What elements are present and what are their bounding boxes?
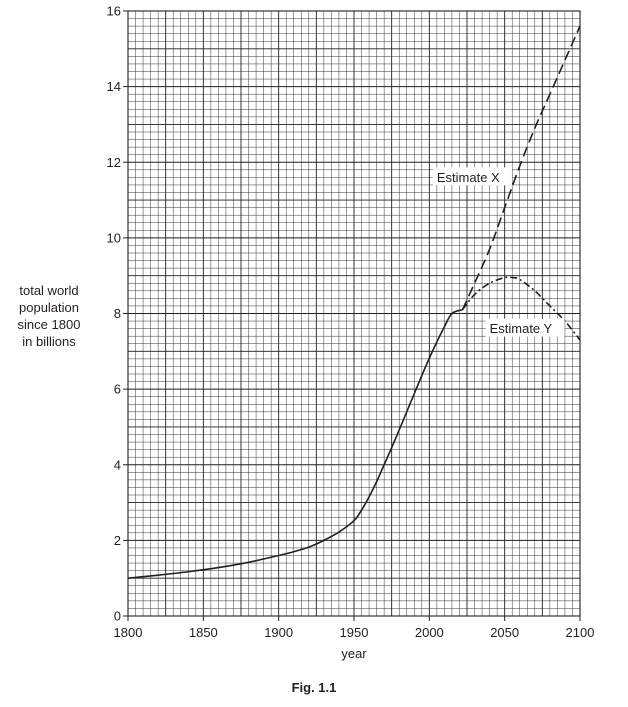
- annotation-label: Estimate Y: [490, 321, 553, 336]
- x-tick-label: 1950: [340, 625, 369, 640]
- y-tick-label: 12: [107, 155, 121, 170]
- annotation-label: Estimate X: [437, 170, 500, 185]
- annotation-background: [432, 167, 512, 186]
- x-tick-label: 2100: [566, 625, 595, 640]
- grid: [127, 10, 581, 617]
- y-tick-label: 6: [114, 382, 121, 397]
- series-line-estimate-y: [461, 276, 581, 341]
- y-axis-label-line: total world: [19, 283, 79, 298]
- x-tick-label: 1850: [189, 625, 218, 640]
- x-tick-label: 1800: [114, 625, 143, 640]
- series: [127, 25, 581, 579]
- axes: 0 2 4 6 8 10 12 14 16 1800 1850 1900 1950 2000 2050 210…: [107, 4, 595, 662]
- y-axis-label-line: population: [19, 300, 79, 315]
- y-tick-label: 0: [114, 609, 121, 624]
- y-tick-label: 2: [114, 533, 121, 548]
- y-tick-label: 10: [107, 230, 121, 245]
- annotations: Estimate X Estimate Y: [432, 167, 565, 337]
- x-tick-label: 2050: [490, 625, 519, 640]
- series-line-estimate-x: [461, 25, 581, 311]
- annotation-background: [485, 318, 565, 337]
- series-line-actual: [127, 308, 463, 579]
- x-tick-label: 1900: [264, 625, 293, 640]
- x-axis-label: year: [341, 646, 367, 661]
- y-axis-label-line: in billions: [22, 334, 76, 349]
- y-axis-label: total world population since 1800 in bil…: [0, 282, 98, 350]
- y-tick-label: 4: [114, 457, 121, 472]
- y-axis-label-line: since 1800: [17, 317, 81, 332]
- y-tick-label: 16: [107, 4, 121, 19]
- figure-caption: Fig. 1.1: [291, 680, 337, 695]
- y-tick-label: 8: [114, 306, 121, 321]
- y-tick-label: 14: [107, 79, 121, 94]
- x-tick-label: 2000: [415, 625, 444, 640]
